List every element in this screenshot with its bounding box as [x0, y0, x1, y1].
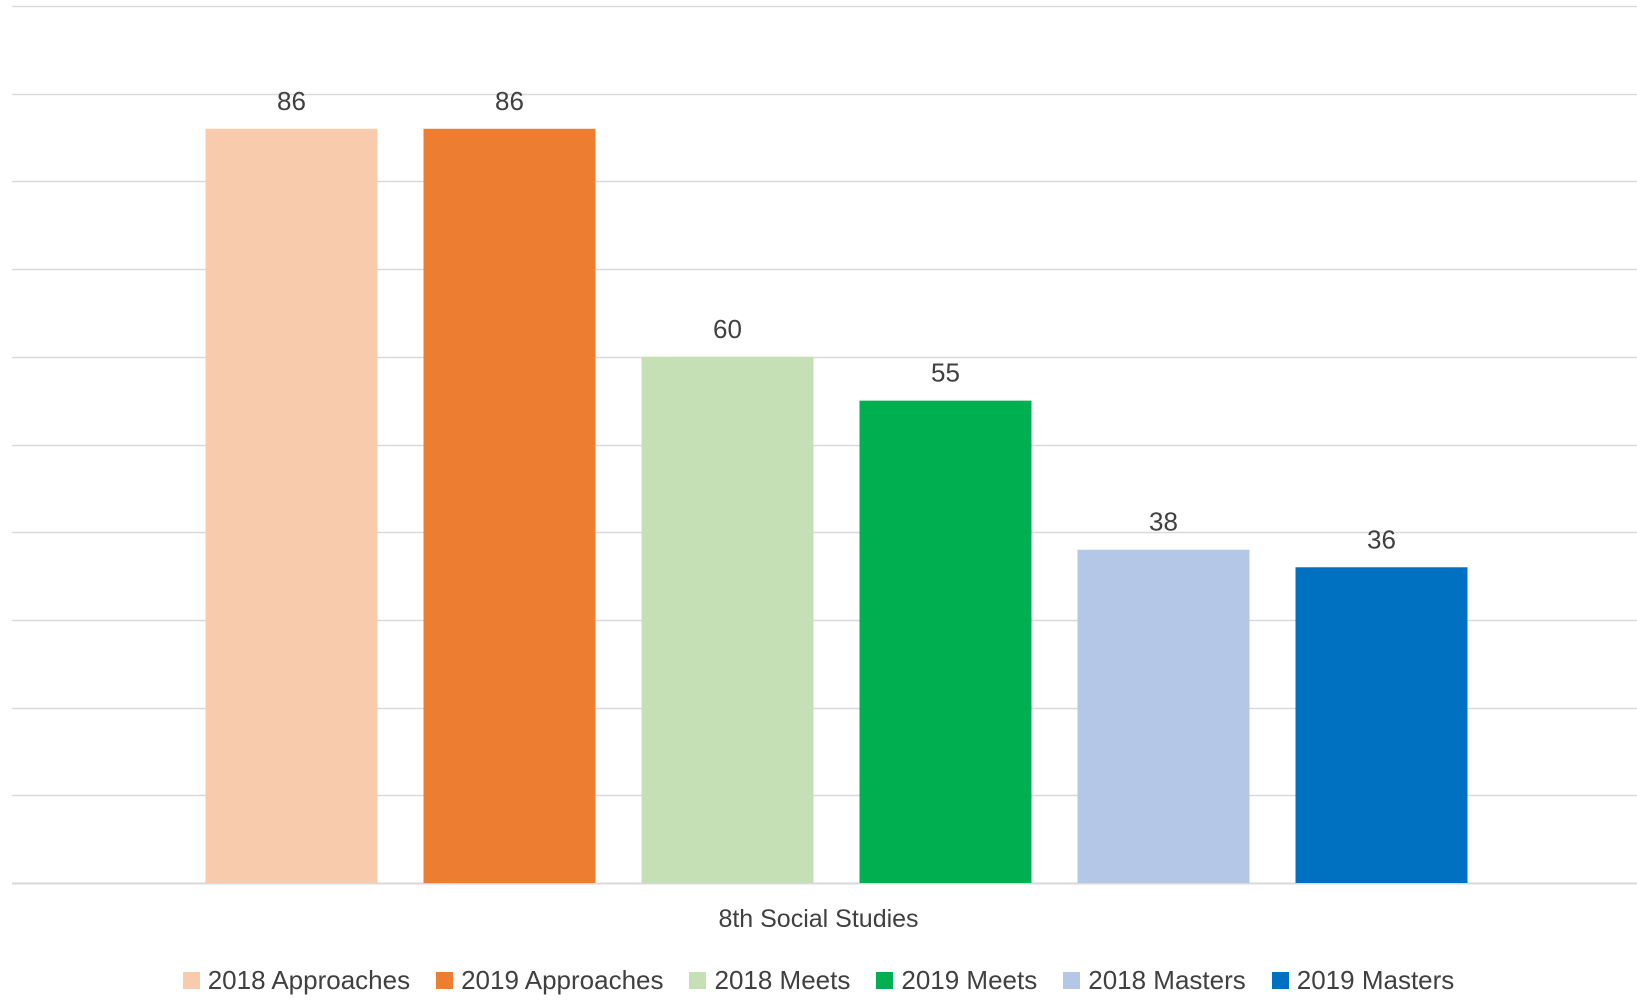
- legend-swatch: [436, 972, 454, 989]
- bar-2019-masters: [1295, 567, 1468, 883]
- bars: [205, 128, 1468, 883]
- data-label-2018-masters: 38: [1149, 507, 1178, 537]
- legend-label: 2019 Meets: [901, 965, 1038, 995]
- data-label-2019-meets: 55: [931, 358, 960, 388]
- data-label-2019-masters: 36: [1367, 524, 1396, 554]
- data-label-2019-approaches: 86: [495, 86, 524, 116]
- legend-label: 2018 Approaches: [207, 965, 411, 995]
- legend-item: 2019 Approaches: [436, 965, 663, 996]
- legend-label: 2018 Masters: [1088, 965, 1246, 995]
- legend-item: 2018 Meets: [689, 965, 850, 996]
- legend-swatch: [1063, 972, 1081, 989]
- legend: 2018 Approaches 2019 Approaches 2018 Meets…: [0, 965, 1637, 996]
- legend-label: 2019 Masters: [1296, 965, 1455, 995]
- legend-item: 2018 Approaches: [182, 965, 411, 996]
- legend-swatch: [689, 972, 707, 989]
- data-label-2018-approaches: 86: [277, 86, 306, 116]
- bar-2018-approaches: [205, 128, 378, 883]
- bar-2018-meets: [641, 356, 814, 883]
- data-label-2018-meets: 60: [713, 314, 742, 344]
- bar-2019-meets: [859, 400, 1032, 883]
- legend-swatch: [1271, 972, 1289, 989]
- legend-item: 2018 Masters: [1063, 965, 1246, 996]
- bar-chart: 86 86 60 55 38 36: [12, 5, 1637, 885]
- legend-swatch: [876, 972, 894, 989]
- x-category-label: 8th Social Studies: [718, 905, 919, 933]
- legend-item: 2019 Meets: [876, 965, 1037, 996]
- legend-label: 2018 Meets: [714, 965, 851, 995]
- legend-swatch: [182, 972, 200, 989]
- data-labels: 86 86 60 55 38 36: [277, 86, 1396, 555]
- legend-item: 2019 Masters: [1271, 965, 1455, 996]
- legend-label: 2019 Approaches: [461, 965, 664, 995]
- bar-2018-masters: [1077, 549, 1250, 883]
- bar-2019-approaches: [423, 128, 596, 883]
